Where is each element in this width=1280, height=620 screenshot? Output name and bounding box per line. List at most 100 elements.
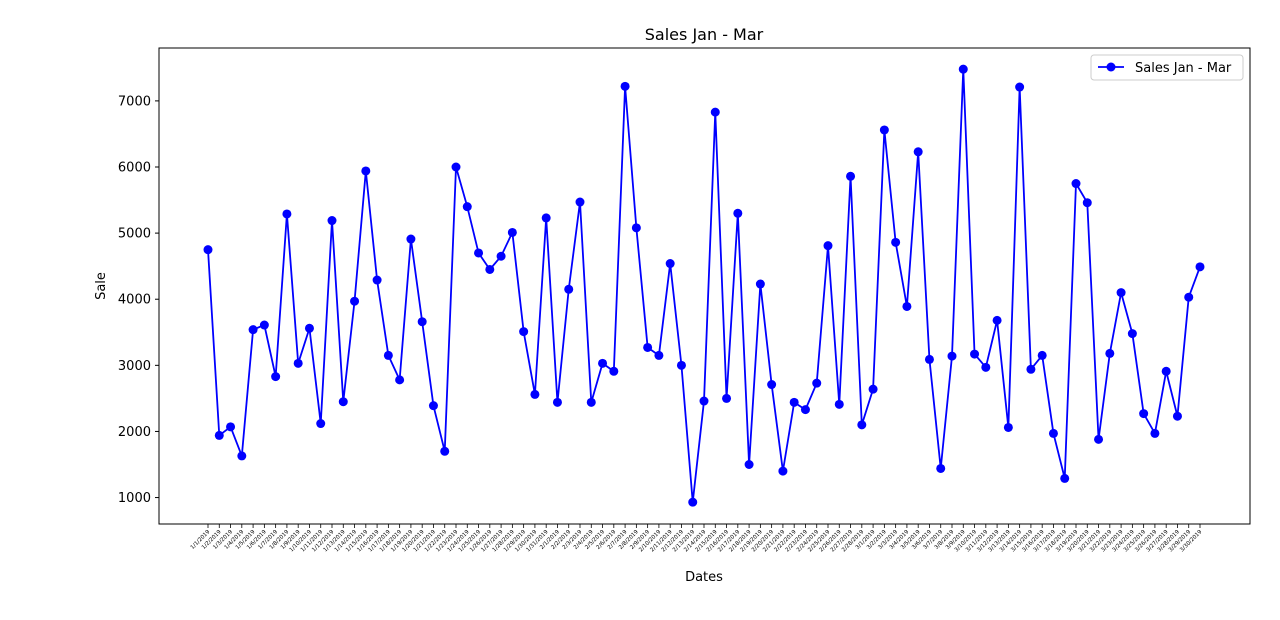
x-axis-label: Dates bbox=[685, 570, 723, 585]
data-point bbox=[586, 397, 596, 407]
data-point bbox=[1139, 409, 1149, 419]
data-point bbox=[1116, 288, 1126, 298]
data-point bbox=[304, 323, 314, 333]
data-point bbox=[598, 358, 608, 368]
data-point bbox=[1150, 428, 1160, 438]
data-point bbox=[654, 350, 664, 360]
data-point bbox=[1172, 411, 1182, 421]
data-point bbox=[1094, 434, 1104, 444]
data-point bbox=[631, 223, 641, 233]
data-point bbox=[947, 351, 957, 361]
legend-box bbox=[1090, 54, 1244, 81]
data-point bbox=[474, 248, 484, 258]
data-point bbox=[688, 497, 698, 507]
y-axis-label: Sale bbox=[94, 272, 109, 300]
data-point bbox=[913, 147, 923, 157]
series-points bbox=[203, 64, 1205, 507]
data-point bbox=[496, 251, 506, 261]
data-point bbox=[620, 81, 630, 91]
data-point bbox=[361, 166, 371, 176]
data-point bbox=[1161, 366, 1171, 376]
data-point bbox=[1195, 262, 1205, 272]
y-tick-label: 6000 bbox=[118, 161, 151, 176]
data-point bbox=[237, 451, 247, 461]
data-point bbox=[564, 284, 574, 294]
data-point bbox=[992, 315, 1002, 325]
data-point bbox=[372, 275, 382, 285]
data-point bbox=[924, 354, 934, 364]
data-point bbox=[699, 396, 709, 406]
data-point bbox=[462, 202, 472, 212]
data-point bbox=[936, 463, 946, 473]
data-point bbox=[519, 327, 529, 337]
data-point bbox=[1037, 350, 1047, 360]
data-point bbox=[970, 349, 980, 359]
data-point bbox=[395, 375, 405, 385]
data-point bbox=[1060, 473, 1070, 483]
data-point bbox=[609, 366, 619, 376]
y-tick-label: 7000 bbox=[118, 94, 151, 109]
data-point bbox=[440, 446, 450, 456]
data-point bbox=[1015, 82, 1025, 92]
data-point bbox=[327, 216, 337, 226]
data-point bbox=[316, 419, 326, 429]
data-point bbox=[271, 372, 281, 382]
data-point bbox=[755, 279, 765, 289]
data-point bbox=[530, 389, 540, 399]
data-point bbox=[857, 420, 867, 430]
y-tick-label: 4000 bbox=[118, 293, 151, 308]
plot-area-frame bbox=[158, 47, 1251, 525]
data-point bbox=[902, 301, 912, 311]
data-point bbox=[259, 320, 269, 330]
data-point bbox=[1127, 329, 1137, 339]
y-tick-label: 1000 bbox=[118, 491, 151, 506]
data-point bbox=[406, 234, 416, 244]
legend-marker-icon bbox=[1106, 62, 1116, 72]
data-point bbox=[812, 378, 822, 388]
y-tick-label: 3000 bbox=[118, 359, 151, 374]
x-axis: 1/1/20191/2/20191/3/20191/4/20191/5/2019… bbox=[190, 524, 1204, 553]
data-point bbox=[383, 350, 393, 360]
data-point bbox=[1026, 364, 1036, 374]
data-point bbox=[214, 430, 224, 440]
data-point bbox=[710, 107, 720, 117]
data-point bbox=[868, 384, 878, 394]
data-point bbox=[958, 64, 968, 74]
y-axis: 1000 2000 3000 4000 5000 6000 7000 bbox=[118, 94, 159, 506]
data-point bbox=[248, 325, 258, 335]
data-point bbox=[1105, 348, 1115, 358]
data-point bbox=[834, 399, 844, 409]
y-tick-label: 5000 bbox=[118, 227, 151, 242]
chart-title: Sales Jan - Mar bbox=[645, 25, 764, 44]
data-point bbox=[722, 393, 732, 403]
data-point bbox=[417, 317, 427, 327]
data-point bbox=[350, 296, 360, 306]
data-point bbox=[767, 380, 777, 390]
data-point bbox=[676, 360, 686, 370]
data-point bbox=[879, 125, 889, 135]
data-point bbox=[428, 401, 438, 411]
y-tick-label: 2000 bbox=[118, 425, 151, 440]
data-point bbox=[575, 197, 585, 207]
data-point bbox=[823, 241, 833, 251]
data-point bbox=[1071, 179, 1081, 189]
legend: Sales Jan - Mar bbox=[1090, 54, 1244, 81]
data-point bbox=[451, 162, 461, 172]
data-point bbox=[665, 259, 675, 269]
data-point bbox=[1184, 292, 1194, 302]
data-point bbox=[1048, 428, 1058, 438]
data-point bbox=[203, 245, 213, 255]
legend-entry-label: Sales Jan - Mar bbox=[1135, 61, 1232, 76]
data-point bbox=[338, 397, 348, 407]
data-point bbox=[282, 209, 292, 219]
data-point bbox=[552, 397, 562, 407]
data-point bbox=[981, 362, 991, 372]
data-point bbox=[507, 227, 517, 237]
data-point bbox=[643, 342, 653, 352]
data-point bbox=[891, 237, 901, 247]
data-point bbox=[1003, 422, 1013, 432]
data-point bbox=[778, 466, 788, 476]
data-point bbox=[789, 397, 799, 407]
data-point bbox=[800, 405, 810, 415]
